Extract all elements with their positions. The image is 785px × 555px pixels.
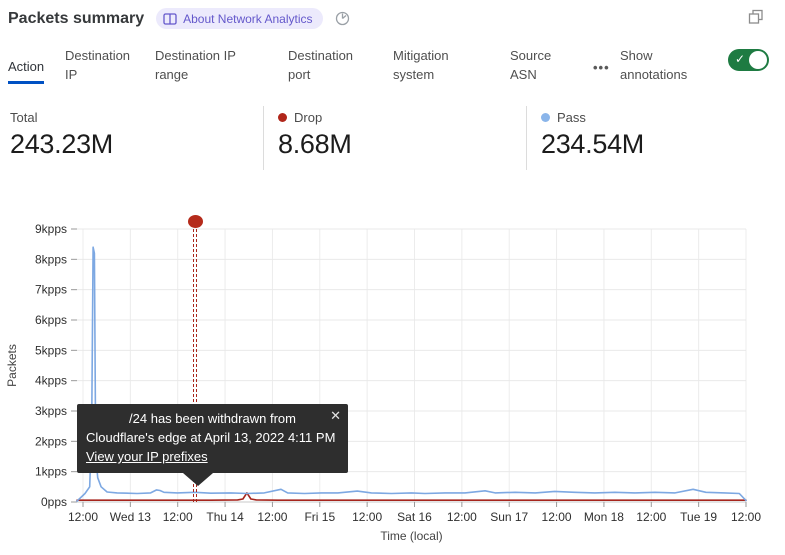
toggle-knob [749, 51, 767, 69]
packets-time-series-chart: 0pps 1kpps 2kpps 3kpps 4kpps 5kpps 6kpps 7kpps 8… [5, 222, 761, 543]
stat-value: 243.23M [10, 129, 113, 159]
svg-text:12:00: 12:00 [352, 510, 382, 524]
svg-text:4kpps: 4kpps [35, 374, 67, 388]
svg-text:5kpps: 5kpps [35, 343, 67, 357]
svg-text:7kpps: 7kpps [35, 283, 67, 297]
svg-text:Thu 14: Thu 14 [206, 510, 244, 524]
svg-text:Sat 16: Sat 16 [397, 510, 432, 524]
view-ip-prefixes-link[interactable]: View your IP prefixes [86, 449, 208, 464]
stat-value: 234.54M [541, 129, 644, 159]
tab-destination-ip-range[interactable]: Destination IP range [155, 48, 236, 82]
svg-text:0pps: 0pps [41, 495, 67, 509]
svg-text:9kpps: 9kpps [35, 222, 67, 236]
svg-text:12:00: 12:00 [447, 510, 477, 524]
page-title: Packets summary [8, 9, 145, 27]
stat-label: Total [10, 110, 38, 125]
svg-text:Packets: Packets [5, 344, 19, 387]
svg-text:12:00: 12:00 [68, 510, 98, 524]
header: Packets summary About Network Analytics [8, 8, 350, 29]
show-annotations-label: Show annotations [620, 48, 688, 82]
annotation-dashed-line [193, 229, 197, 502]
tooltip-text-line2: Cloudflare's edge at April 13, 2022 4:11… [86, 430, 336, 445]
about-network-analytics-badge[interactable]: About Network Analytics [156, 8, 323, 29]
svg-text:12:00: 12:00 [636, 510, 666, 524]
svg-text:12:00: 12:00 [731, 510, 761, 524]
svg-text:Mon 18: Mon 18 [584, 510, 624, 524]
filter-tabs: Action Destination IP Destination IP ran… [0, 42, 785, 94]
svg-text:Time (local): Time (local) [380, 529, 442, 543]
tooltip-text-line1: /24 has been withdrawn from [129, 411, 296, 426]
badge-label: About Network Analytics [183, 11, 313, 26]
svg-text:Wed 13: Wed 13 [110, 510, 151, 524]
tab-source-asn[interactable]: Source ASN [510, 48, 552, 82]
stat-label: Drop [294, 110, 323, 125]
check-icon [735, 52, 745, 66]
stat-label: Pass [557, 110, 586, 125]
svg-text:3kpps: 3kpps [35, 404, 67, 418]
stat-pass: Pass 234.54M [541, 110, 644, 160]
more-tabs-ellipsis-icon[interactable]: ••• [593, 60, 610, 75]
svg-text:12:00: 12:00 [257, 510, 287, 524]
stat-total: Total 243.23M [10, 110, 113, 160]
svg-text:1kpps: 1kpps [35, 465, 67, 479]
tab-mitigation-system[interactable]: Mitigation system [393, 48, 449, 82]
close-icon[interactable]: ✕ [330, 408, 341, 423]
restore-window-icon[interactable] [747, 8, 765, 26]
svg-text:6kpps: 6kpps [35, 313, 67, 327]
tab-destination-port[interactable]: Destination port [288, 48, 354, 82]
svg-text:12:00: 12:00 [542, 510, 572, 524]
pass-legend-dot [541, 113, 550, 122]
summary-stats: Total 243.23M Drop 8.68M Pass 234.54M [0, 102, 785, 174]
book-icon [163, 12, 177, 25]
stat-value: 8.68M [278, 129, 352, 159]
pie-clock-icon[interactable] [335, 11, 350, 26]
svg-text:12:00: 12:00 [163, 510, 193, 524]
svg-text:Sun 17: Sun 17 [490, 510, 528, 524]
svg-text:8kpps: 8kpps [35, 252, 67, 266]
pass-series-line [76, 246, 747, 502]
annotation-marker-dot[interactable] [187, 215, 203, 228]
tab-destination-ip[interactable]: Destination IP [65, 48, 131, 82]
drop-series-line [76, 492, 747, 501]
show-annotations-toggle[interactable] [728, 49, 769, 71]
drop-legend-dot [278, 113, 287, 122]
svg-text:Tue 19: Tue 19 [680, 510, 717, 524]
tab-action[interactable]: Action [8, 57, 45, 84]
stat-divider [526, 106, 527, 170]
svg-text:2kpps: 2kpps [35, 434, 67, 448]
annotation-tooltip: ✕ /24 has been withdrawn from Cloudflare… [77, 404, 348, 486]
stat-divider [263, 106, 264, 170]
svg-text:Fri 15: Fri 15 [304, 510, 335, 524]
stat-drop: Drop 8.68M [278, 110, 352, 160]
